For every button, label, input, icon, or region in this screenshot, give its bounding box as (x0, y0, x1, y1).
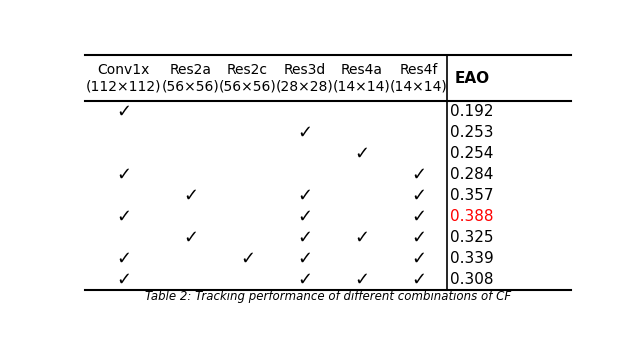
Text: ✓: ✓ (116, 166, 131, 184)
Text: ✓: ✓ (116, 250, 131, 267)
Text: ✓: ✓ (354, 271, 369, 288)
Text: 0.357: 0.357 (450, 188, 493, 203)
Text: ✓: ✓ (183, 187, 198, 205)
Text: Res3d
(28×28): Res3d (28×28) (276, 63, 333, 93)
Text: ✓: ✓ (354, 145, 369, 163)
Text: ✓: ✓ (411, 229, 426, 246)
Text: ✓: ✓ (297, 124, 312, 142)
Text: Res2c
(56×56): Res2c (56×56) (218, 63, 276, 93)
Text: 0.388: 0.388 (450, 209, 493, 224)
Text: ✓: ✓ (116, 208, 131, 226)
Text: EAO: EAO (454, 71, 490, 86)
Text: 0.284: 0.284 (450, 167, 493, 182)
Text: ✓: ✓ (116, 103, 131, 121)
Text: ✓: ✓ (411, 187, 426, 205)
Text: Res2a
(56×56): Res2a (56×56) (161, 63, 220, 93)
Text: 0.253: 0.253 (450, 125, 493, 140)
Text: ✓: ✓ (411, 166, 426, 184)
Text: Res4a
(14×14): Res4a (14×14) (333, 63, 390, 93)
Text: Res4f
(14×14): Res4f (14×14) (390, 63, 447, 93)
Text: 0.308: 0.308 (450, 272, 493, 287)
Text: ✓: ✓ (297, 271, 312, 288)
Text: ✓: ✓ (354, 229, 369, 246)
Text: ✓: ✓ (297, 208, 312, 226)
Text: 0.325: 0.325 (450, 230, 493, 245)
Text: ✓: ✓ (297, 229, 312, 246)
Text: ✓: ✓ (116, 271, 131, 288)
Text: Table 2: Tracking performance of different combinations of CF: Table 2: Tracking performance of differe… (145, 290, 511, 303)
Text: ✓: ✓ (183, 229, 198, 246)
Text: 0.339: 0.339 (450, 251, 493, 266)
Text: ✓: ✓ (411, 208, 426, 226)
Text: ✓: ✓ (411, 271, 426, 288)
Text: Conv1x
(112×112): Conv1x (112×112) (86, 63, 161, 93)
Text: ✓: ✓ (297, 250, 312, 267)
Text: ✓: ✓ (297, 187, 312, 205)
Text: 0.254: 0.254 (450, 146, 493, 161)
Text: 0.192: 0.192 (450, 104, 493, 119)
Text: ✓: ✓ (411, 250, 426, 267)
Text: ✓: ✓ (240, 250, 255, 267)
